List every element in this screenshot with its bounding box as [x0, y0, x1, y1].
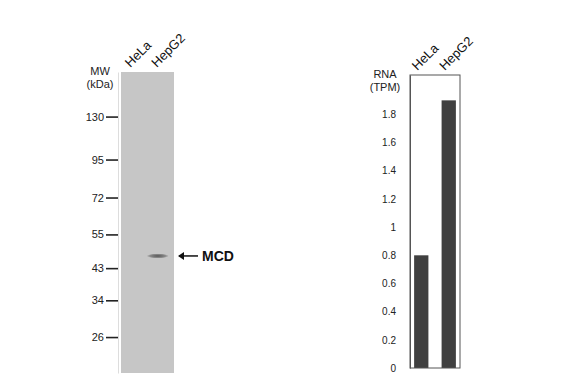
tick-label: 1.6 [382, 137, 396, 148]
tick: 72 [92, 192, 118, 204]
tick: 95 [92, 154, 118, 166]
tick-label: 95 [92, 154, 104, 166]
tick-mark [106, 116, 118, 118]
tick-label: 1.4 [382, 165, 396, 176]
axis-title: (TPM) [370, 81, 401, 93]
y-axis: 130 95 72 55 43 34 26 [86, 73, 119, 374]
tick: 0.6 [382, 278, 410, 289]
tick: 0.4 [382, 306, 410, 317]
tick-label: 55 [92, 228, 104, 240]
axis-title: RNA [373, 68, 397, 80]
tick-mark [106, 268, 118, 270]
bar [442, 100, 456, 368]
tick-label: 0.8 [382, 250, 396, 261]
axis-title: MW [90, 65, 110, 77]
tick: 1 [390, 222, 410, 233]
bands [147, 253, 169, 258]
tick-mark [106, 300, 118, 302]
tick: 1.6 [382, 137, 410, 148]
annotation: MCD [202, 248, 234, 264]
axis-line [410, 76, 411, 369]
bar-panel: 0 0.2 0.4 0.6 0.8 1 1.2 1.4 1.6 1.8 RNA(TPM) HeLaHe… [370, 33, 476, 373]
tick-label: 72 [92, 192, 104, 204]
membrane [121, 72, 174, 373]
lane-label: HeLa [409, 40, 442, 73]
tick-mark [106, 197, 118, 199]
tick: 43 [92, 262, 118, 274]
tick-label: 0.6 [382, 278, 396, 289]
tick-label: 0.4 [382, 306, 396, 317]
y-axis: 0 0.2 0.4 0.6 0.8 1 1.2 1.4 1.6 1.8 [382, 76, 410, 374]
tick: 1.4 [382, 165, 410, 176]
tick: 130 [86, 111, 118, 123]
tick: 0.8 [382, 250, 410, 261]
tick-mark [106, 159, 118, 161]
tick: 1.2 [382, 194, 410, 205]
plot-frame [410, 75, 460, 368]
tick-label: 1.2 [382, 194, 396, 205]
tick: 0 [390, 363, 410, 374]
figure: 130957255433426MW(kDa)HeLaHepG2MCD00.20.… [0, 0, 582, 378]
band [147, 253, 169, 258]
tick-mark [106, 234, 118, 236]
lane-label: HepG2 [148, 30, 188, 70]
lane-label: HeLa [122, 37, 155, 70]
tick-label: 1.8 [382, 109, 396, 120]
tick: 0.2 [382, 335, 410, 346]
bars [414, 100, 456, 368]
tick: 55 [92, 228, 118, 240]
tick: 26 [92, 331, 118, 343]
axis-line [118, 73, 119, 374]
tick-mark [106, 337, 118, 339]
bar [414, 255, 428, 368]
tick-label: 34 [92, 294, 104, 306]
lane-label: HepG2 [436, 33, 476, 73]
tick-label: 43 [92, 262, 104, 274]
tick-label: 0 [390, 363, 396, 374]
tick-label: 1 [390, 222, 396, 233]
tick: 34 [92, 294, 118, 306]
tick-label: 130 [86, 111, 104, 123]
tick: 1.8 [382, 109, 410, 120]
annotation-arrow [178, 252, 198, 260]
tick-label: 26 [92, 331, 104, 343]
axis-title: (kDa) [87, 78, 114, 90]
blot-panel: 130 95 72 55 43 34 26 MW(kDa) HeLaHepG2 MCD [86, 30, 234, 373]
tick-label: 0.2 [382, 335, 396, 346]
